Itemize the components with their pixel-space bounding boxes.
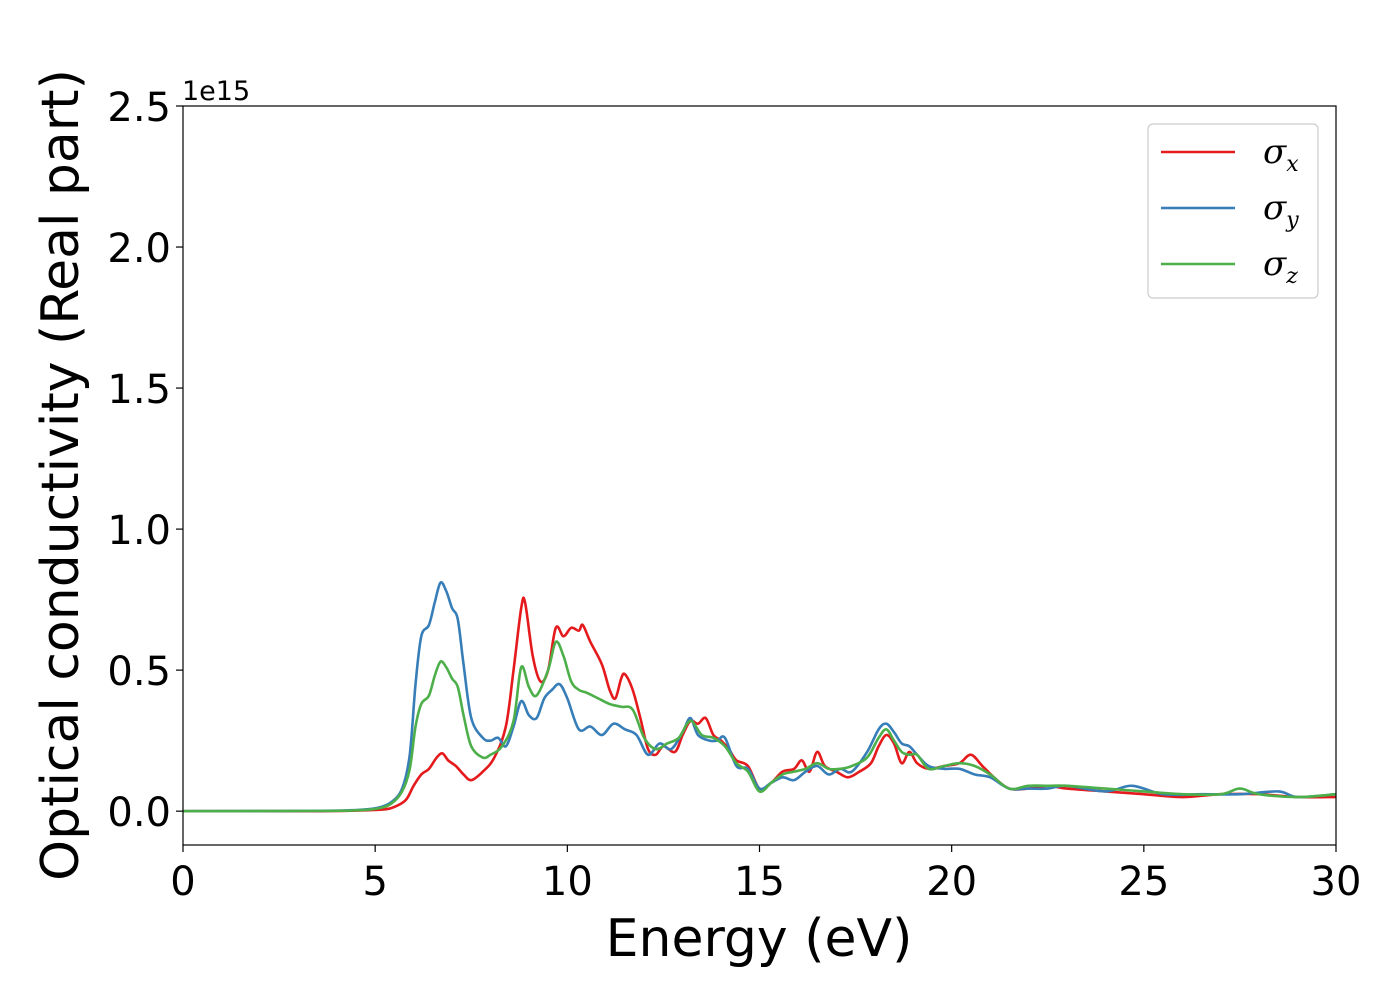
legend-box xyxy=(1147,123,1319,299)
series-line-y xyxy=(183,581,1336,813)
series-layer xyxy=(183,581,1336,813)
y-offset-label: 1e15 xyxy=(182,76,250,107)
x-axis-label: Energy (eV) xyxy=(606,909,913,969)
x-tick-label: 0 xyxy=(170,859,195,905)
labels-layer: Energy (eV) Optical conductivity (Real p… xyxy=(31,69,912,969)
plot-background xyxy=(183,106,1336,845)
axes-layer: 0 5 10 15 20 25 30 0.0 0.5 1.0 1.5 2.0 2.5 xyxy=(107,85,1361,905)
y-tick-label: 1.5 xyxy=(107,367,171,413)
legend-entry-z: σz xyxy=(1263,244,1298,289)
y-tick-label: 2.5 xyxy=(107,85,171,131)
legend: σx σy σz xyxy=(1147,123,1319,299)
x-tick-label: 30 xyxy=(1311,859,1362,905)
legend-entry-x: σx xyxy=(1263,132,1299,177)
x-tick-label: 10 xyxy=(542,859,593,905)
legend-entry-y: σy xyxy=(1263,188,1299,233)
y-axis-label: Optical conductivity (Real part) xyxy=(31,69,91,881)
x-tick-label: 5 xyxy=(362,859,387,905)
y-tick-label: 0.5 xyxy=(107,649,171,695)
x-tick-label: 25 xyxy=(1118,859,1169,905)
y-tick-label: 0.0 xyxy=(107,790,171,836)
plot-area xyxy=(183,106,1336,845)
x-tick-label: 15 xyxy=(734,859,785,905)
x-tick-label: 20 xyxy=(926,859,977,905)
series-line-z xyxy=(183,640,1336,813)
y-tick-label: 2.0 xyxy=(107,226,171,272)
y-tick-label: 1.0 xyxy=(107,508,171,554)
